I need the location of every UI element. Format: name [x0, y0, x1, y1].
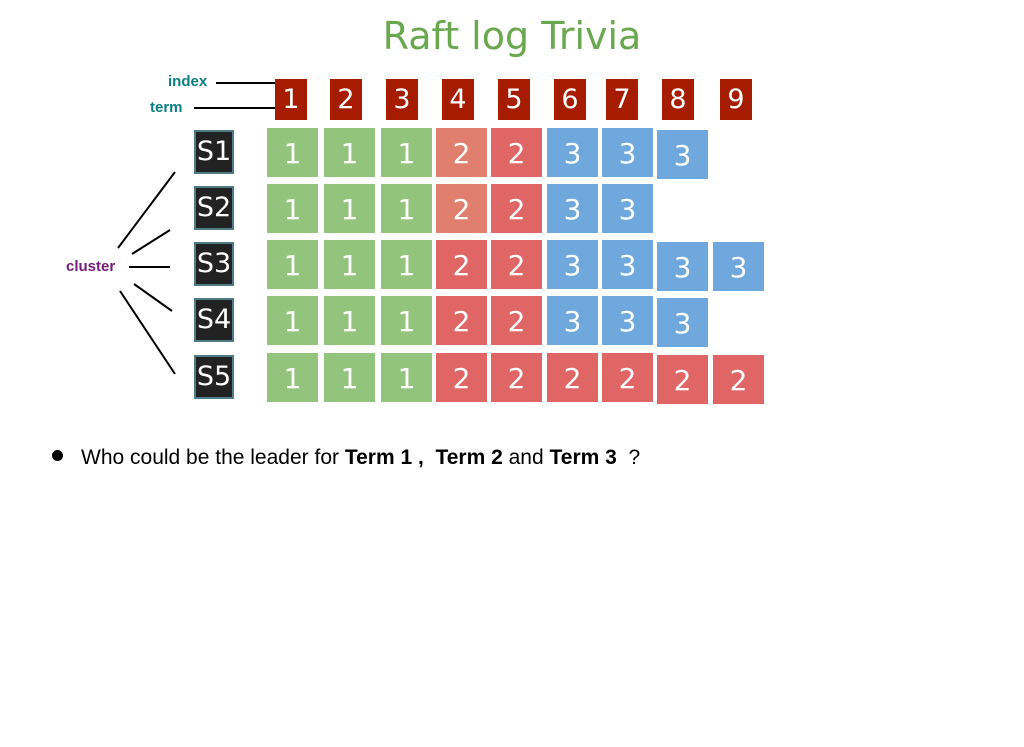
log-entry: 1 [381, 296, 432, 345]
log-entry: 1 [267, 353, 318, 402]
log-entry: 1 [324, 240, 375, 289]
log-entry: 2 [436, 296, 487, 345]
server-s5: S5 [194, 355, 234, 399]
log-entry: 3 [547, 128, 598, 177]
log-entry: 2 [436, 240, 487, 289]
log-entry: 1 [381, 353, 432, 402]
log-entry: 2 [436, 184, 487, 233]
log-entry: 2 [547, 353, 598, 402]
index-label: index [168, 73, 208, 90]
log-entry: 3 [547, 184, 598, 233]
log-entry: 3 [547, 240, 598, 289]
log-entry: 1 [381, 128, 432, 177]
index-box: 8 [662, 79, 694, 120]
log-entry: 2 [491, 184, 542, 233]
bullet-icon [52, 450, 63, 461]
log-entry: 1 [381, 240, 432, 289]
log-entry: 1 [267, 240, 318, 289]
log-entry: 2 [491, 240, 542, 289]
index-box: 9 [720, 79, 752, 120]
log-entry: 2 [491, 353, 542, 402]
log-entry: 3 [657, 130, 708, 179]
log-entry: 3 [602, 296, 653, 345]
log-entry: 2 [657, 355, 708, 404]
log-entry: 3 [713, 242, 764, 291]
log-entry: 1 [324, 184, 375, 233]
server-s2: S2 [194, 186, 234, 230]
server-s1: S1 [194, 130, 234, 174]
log-entry: 1 [267, 184, 318, 233]
log-entry: 2 [491, 128, 542, 177]
log-entry: 1 [324, 128, 375, 177]
cluster-label: cluster [66, 258, 116, 275]
log-entry: 3 [547, 296, 598, 345]
index-box: 1 [275, 79, 307, 120]
log-entry: 3 [657, 242, 708, 291]
term-label: term [150, 99, 183, 116]
log-entry: 1 [381, 184, 432, 233]
index-box: 3 [386, 79, 418, 120]
log-entry: 1 [324, 296, 375, 345]
question-bullet: Who could be the leader for Term 1 , Ter… [52, 446, 640, 470]
log-entry: 2 [491, 296, 542, 345]
index-box: 5 [498, 79, 530, 120]
log-entry: 2 [713, 355, 764, 404]
index-box: 7 [606, 79, 638, 120]
log-entry: 2 [602, 353, 653, 402]
log-entry: 3 [602, 240, 653, 289]
log-entry: 3 [602, 128, 653, 177]
log-entry: 1 [267, 296, 318, 345]
index-box: 2 [330, 79, 362, 120]
log-entry: 1 [267, 128, 318, 177]
index-box: 4 [442, 79, 474, 120]
index-box: 6 [554, 79, 586, 120]
log-entry: 1 [324, 353, 375, 402]
server-s4: S4 [194, 298, 234, 342]
server-s3: S3 [194, 242, 234, 286]
slide-title: Raft log Trivia [382, 14, 642, 58]
log-entry: 2 [436, 353, 487, 402]
log-entry: 2 [436, 128, 487, 177]
log-entry: 3 [602, 184, 653, 233]
log-entry: 3 [657, 298, 708, 347]
